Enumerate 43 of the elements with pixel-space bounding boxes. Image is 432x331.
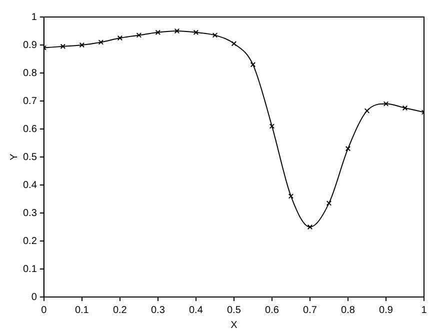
point	[307, 224, 313, 230]
point	[364, 108, 370, 114]
y-tick-label: 0	[31, 292, 38, 303]
x-tick-label: 0.4	[188, 304, 204, 316]
x-tick-label: 0.9	[379, 304, 394, 316]
x-axis-title: X	[230, 320, 238, 331]
x-tick-label: 1	[421, 304, 428, 316]
point	[345, 146, 351, 152]
y-axis-title: Y	[8, 153, 20, 160]
y-tick-label: 0.2	[22, 236, 38, 247]
point	[212, 32, 218, 38]
y-tick-label: 0.5	[22, 152, 38, 163]
point	[402, 105, 408, 111]
point	[174, 28, 180, 34]
x-tick-label: 0.5	[227, 304, 242, 316]
point	[60, 44, 66, 50]
x-tick-label: 0.8	[341, 304, 356, 316]
point	[231, 40, 237, 46]
point	[117, 35, 123, 41]
point	[326, 200, 332, 206]
x-tick-label: 0.6	[265, 304, 280, 316]
point	[288, 194, 294, 199]
x-tick-label: 0.3	[150, 304, 166, 316]
point	[269, 124, 275, 129]
y-tick-label: 0.6	[22, 124, 38, 135]
y-tick-label: 0.8	[22, 68, 38, 79]
point	[136, 32, 142, 38]
x-tick-label: 0.2	[112, 304, 128, 316]
x-tick-label: 0.1	[74, 304, 90, 316]
y-tick-label: 0.7	[22, 96, 38, 107]
y-tick-label: 0.4	[22, 180, 38, 191]
x-tick-label: 0.7	[303, 304, 318, 316]
y-tick-label: 1	[31, 12, 38, 23]
y-tick-label: 0.3	[22, 208, 38, 219]
point	[98, 40, 104, 45]
x-tick-label: 0	[41, 304, 48, 316]
point	[79, 42, 85, 48]
point	[193, 30, 199, 36]
point	[383, 101, 389, 106]
point	[155, 30, 161, 36]
y-tick-label: 0.1	[22, 264, 38, 275]
point	[250, 62, 256, 68]
y-tick-label: 0.9	[22, 40, 38, 51]
